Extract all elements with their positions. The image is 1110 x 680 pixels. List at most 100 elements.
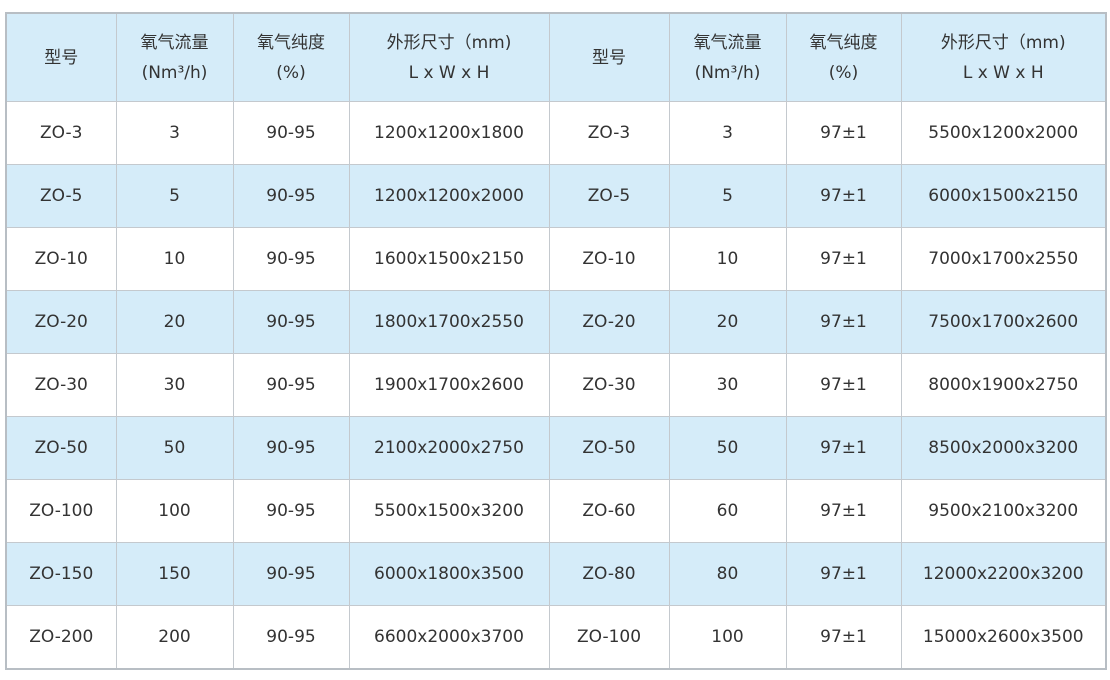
table-row: ZO-10 10 90-95 1600x1500x2150 ZO-10 10 97±1 700… xyxy=(5,227,1107,291)
cell-oxygen-flow: 5 xyxy=(115,164,234,228)
table-row: ZO-100 100 90-95 5500x1500x3200 ZO-60 60 97±1 9… xyxy=(5,479,1107,543)
cell-dimensions: 1900x1700x2600 xyxy=(348,353,550,417)
cell-dimensions: 5500x1500x3200 xyxy=(348,479,550,543)
header-label: 氧气纯度 xyxy=(809,32,878,53)
header-row: 型号 氧气流量 (Nm³/h) 氧气纯度 (%) 外形尺寸（mm) L x W x H 型号 氧… xyxy=(5,12,1107,102)
cell-oxygen-flow: 20 xyxy=(668,290,787,354)
cell-model: ZO-80 xyxy=(548,542,670,606)
cell-oxygen-purity: 90-95 xyxy=(232,605,350,670)
cell-oxygen-purity: 90-95 xyxy=(232,227,350,291)
cell-oxygen-flow: 5 xyxy=(668,164,787,228)
cell-model: ZO-20 xyxy=(5,290,117,354)
cell-model: ZO-50 xyxy=(5,416,117,480)
cell-dimensions: 15000x2600x3500 xyxy=(900,605,1107,670)
cell-model: ZO-10 xyxy=(548,227,670,291)
header-dimensions: 外形尺寸（mm) L x W x H xyxy=(348,12,550,102)
oxygen-generator-spec-table: 型号 氧气流量 (Nm³/h) 氧气纯度 (%) 外形尺寸（mm) L x W x H 型号 氧… xyxy=(5,12,1107,670)
cell-oxygen-flow: 100 xyxy=(115,479,234,543)
cell-model: ZO-20 xyxy=(548,290,670,354)
cell-dimensions: 8000x1900x2750 xyxy=(900,353,1107,417)
cell-oxygen-flow: 60 xyxy=(668,479,787,543)
cell-model: ZO-200 xyxy=(5,605,117,670)
cell-oxygen-flow: 200 xyxy=(115,605,234,670)
header-label: 外形尺寸（mm) xyxy=(386,32,512,53)
header-label: L x W x H xyxy=(408,62,490,83)
table-row: ZO-200 200 90-95 6600x2000x3700 ZO-100 100 97±… xyxy=(5,605,1107,670)
header-label: (%) xyxy=(828,62,859,83)
header-oxygen-flow: 氧气流量 (Nm³/h) xyxy=(668,12,787,102)
cell-dimensions: 1200x1200x2000 xyxy=(348,164,550,228)
cell-dimensions: 6600x2000x3700 xyxy=(348,605,550,670)
cell-model: ZO-3 xyxy=(548,101,670,165)
table-row: ZO-50 50 90-95 2100x2000x2750 ZO-50 50 97±1 850… xyxy=(5,416,1107,480)
table-row: ZO-5 5 90-95 1200x1200x2000 ZO-5 5 97±1 6000x15… xyxy=(5,164,1107,228)
cell-model: ZO-10 xyxy=(5,227,117,291)
cell-oxygen-flow: 30 xyxy=(668,353,787,417)
cell-oxygen-flow: 80 xyxy=(668,542,787,606)
cell-dimensions: 9500x2100x3200 xyxy=(900,479,1107,543)
cell-oxygen-purity: 97±1 xyxy=(785,101,902,165)
header-model: 型号 xyxy=(5,12,117,102)
cell-oxygen-flow: 100 xyxy=(668,605,787,670)
cell-oxygen-purity: 97±1 xyxy=(785,227,902,291)
cell-oxygen-flow: 50 xyxy=(668,416,787,480)
header-oxygen-flow: 氧气流量 (Nm³/h) xyxy=(115,12,234,102)
cell-oxygen-flow: 10 xyxy=(115,227,234,291)
cell-oxygen-purity: 97±1 xyxy=(785,164,902,228)
cell-dimensions: 1600x1500x2150 xyxy=(348,227,550,291)
cell-oxygen-purity: 97±1 xyxy=(785,605,902,670)
header-label: 外形尺寸（mm) xyxy=(940,32,1066,53)
header-label: 氧气流量 xyxy=(140,32,209,53)
cell-oxygen-flow: 3 xyxy=(115,101,234,165)
cell-dimensions: 7500x1700x2600 xyxy=(900,290,1107,354)
cell-oxygen-flow: 50 xyxy=(115,416,234,480)
cell-oxygen-purity: 90-95 xyxy=(232,164,350,228)
cell-model: ZO-30 xyxy=(548,353,670,417)
cell-dimensions: 8500x2000x3200 xyxy=(900,416,1107,480)
header-oxygen-purity: 氧气纯度 (%) xyxy=(785,12,902,102)
header-model: 型号 xyxy=(548,12,670,102)
header-oxygen-purity: 氧气纯度 (%) xyxy=(232,12,350,102)
cell-dimensions: 5500x1200x2000 xyxy=(900,101,1107,165)
cell-model: ZO-150 xyxy=(5,542,117,606)
cell-oxygen-purity: 97±1 xyxy=(785,542,902,606)
cell-oxygen-flow: 10 xyxy=(668,227,787,291)
header-label: (Nm³/h) xyxy=(141,62,208,83)
cell-oxygen-purity: 90-95 xyxy=(232,290,350,354)
header-label: 氧气流量 xyxy=(693,32,762,53)
cell-oxygen-purity: 97±1 xyxy=(785,479,902,543)
cell-dimensions: 6000x1800x3500 xyxy=(348,542,550,606)
header-label: 型号 xyxy=(44,47,79,68)
cell-model: ZO-100 xyxy=(5,479,117,543)
cell-oxygen-purity: 90-95 xyxy=(232,479,350,543)
cell-oxygen-flow: 150 xyxy=(115,542,234,606)
cell-model: ZO-30 xyxy=(5,353,117,417)
cell-oxygen-purity: 97±1 xyxy=(785,416,902,480)
cell-dimensions: 7000x1700x2550 xyxy=(900,227,1107,291)
header-label: (Nm³/h) xyxy=(694,62,761,83)
cell-model: ZO-60 xyxy=(548,479,670,543)
cell-oxygen-flow: 3 xyxy=(668,101,787,165)
cell-oxygen-purity: 90-95 xyxy=(232,416,350,480)
table-row: ZO-20 20 90-95 1800x1700x2550 ZO-20 20 97±1 750… xyxy=(5,290,1107,354)
cell-model: ZO-50 xyxy=(548,416,670,480)
cell-model: ZO-3 xyxy=(5,101,117,165)
cell-model: ZO-5 xyxy=(5,164,117,228)
cell-model: ZO-5 xyxy=(548,164,670,228)
table-row: ZO-150 150 90-95 6000x1800x3500 ZO-80 80 97±1 1… xyxy=(5,542,1107,606)
cell-oxygen-purity: 97±1 xyxy=(785,290,902,354)
cell-dimensions: 2100x2000x2750 xyxy=(348,416,550,480)
cell-dimensions: 6000x1500x2150 xyxy=(900,164,1107,228)
cell-dimensions: 1800x1700x2550 xyxy=(348,290,550,354)
header-label: 氧气纯度 xyxy=(257,32,325,53)
cell-oxygen-purity: 90-95 xyxy=(232,101,350,165)
cell-oxygen-purity: 90-95 xyxy=(232,353,350,417)
cell-model: ZO-100 xyxy=(548,605,670,670)
header-label: L x W x H xyxy=(962,62,1044,83)
cell-oxygen-flow: 30 xyxy=(115,353,234,417)
cell-oxygen-purity: 90-95 xyxy=(232,542,350,606)
cell-dimensions: 12000x2200x3200 xyxy=(900,542,1107,606)
cell-oxygen-flow: 20 xyxy=(115,290,234,354)
table-row: ZO-3 3 90-95 1200x1200x1800 ZO-3 3 97±1 5500x12… xyxy=(5,101,1107,165)
header-label: 型号 xyxy=(592,47,626,68)
